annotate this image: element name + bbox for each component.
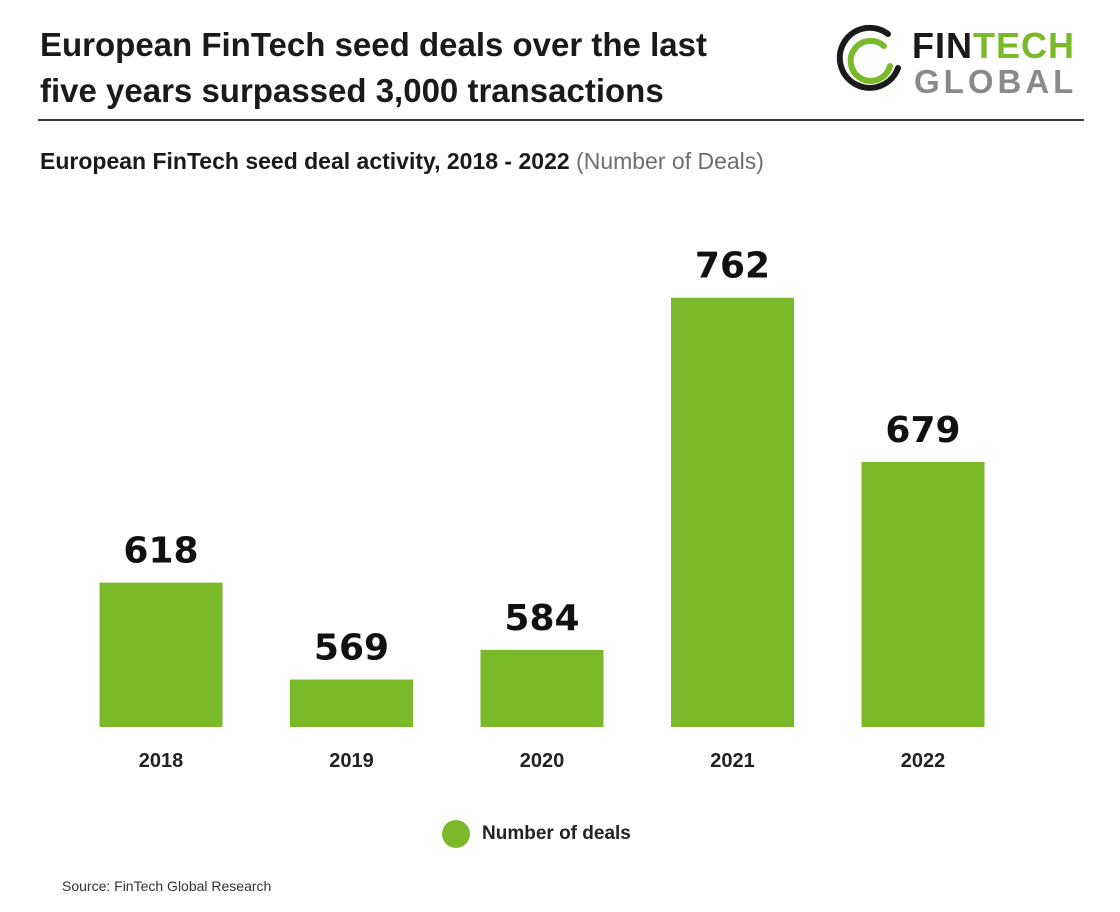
bar-2022 — [861, 461, 985, 727]
headline-line-2: five years surpassed 3,000 transactions — [40, 72, 664, 109]
chart-legend: Number of deals — [442, 818, 631, 850]
bar-2021 — [671, 297, 794, 727]
logo-fin: FIN — [912, 25, 973, 66]
x-tick-label-2022: 2022 — [901, 750, 946, 772]
legend-swatch — [442, 820, 470, 848]
logo-tech: TECH — [973, 25, 1075, 66]
bar-chart: 618 2018 569 2019 584 2020 762 2021 679 2022 — [99, 246, 985, 772]
logo-ring-icon — [836, 24, 901, 91]
logo-wordmark-top: FINTECH — [912, 26, 1075, 66]
x-tick-label-2021: 2021 — [710, 750, 755, 772]
data-label-2019: 569 — [314, 628, 389, 669]
legend-label: Number of deals — [482, 823, 631, 844]
bar-2019 — [290, 679, 413, 727]
header-divider — [38, 119, 1084, 121]
x-tick-label-2020: 2020 — [520, 750, 565, 772]
fintech-global-logo: FINTECH GLOBAL — [832, 24, 1082, 100]
data-label-2020: 584 — [504, 598, 579, 639]
headline: European FinTech seed deals over the las… — [40, 22, 800, 114]
source-note: Source: FinTech Global Research — [62, 878, 272, 894]
chart-title: European FinTech seed deal activity, 201… — [40, 146, 764, 176]
headline-line-1: European FinTech seed deals over the las… — [40, 26, 707, 63]
chart-title-text: European FinTech seed deal activity, 201… — [40, 148, 570, 174]
chart-title-unit: (Number of Deals) — [576, 148, 764, 174]
data-label-2022: 679 — [885, 410, 960, 451]
bar-2020 — [480, 649, 604, 727]
logo-wordmark-bottom: GLOBAL — [914, 63, 1078, 100]
bar-2018 — [99, 582, 223, 727]
x-tick-label-2019: 2019 — [329, 750, 374, 772]
data-label-2021: 762 — [695, 246, 770, 287]
data-label-2018: 618 — [123, 531, 198, 572]
x-tick-label-2018: 2018 — [139, 750, 184, 772]
